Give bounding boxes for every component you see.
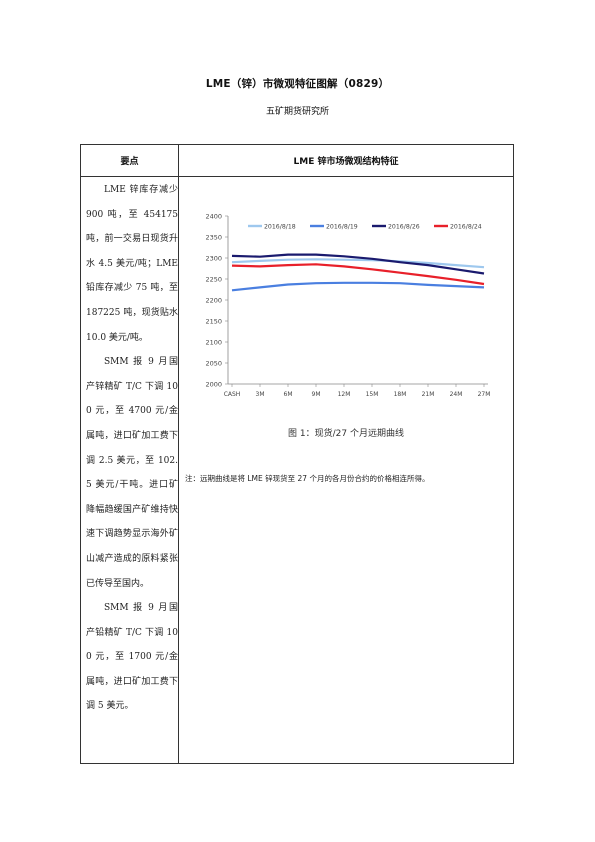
- paragraph-zinc-tc: SMM 报 9 月国产锌精矿 T/C 下调 100 元，至 4700 元/金属吨…: [86, 357, 178, 589]
- x-tick-label: CASH: [224, 391, 241, 398]
- y-tick-label: 2250: [205, 276, 222, 284]
- y-tick-label: 2400: [205, 213, 222, 221]
- column-divider: [178, 145, 179, 763]
- y-tick-label: 2150: [205, 318, 222, 326]
- series-line-3: [231, 253, 485, 275]
- y-tick-label: 2000: [205, 381, 222, 389]
- forward-curve-chart: 2000 2050 2100 2150 2200 2250 2300 2350 2400 CASH…: [188, 204, 498, 414]
- x-tick-label: 3M: [256, 391, 265, 398]
- table-header-row: [81, 145, 513, 177]
- content-table: 要点 LME 锌市场微观结构特征: [80, 144, 514, 764]
- series-line-1: [231, 258, 485, 269]
- x-tick-label: 21M: [422, 391, 435, 398]
- legend-label-4: 2016/8/24: [450, 224, 482, 231]
- x-tick-label: 24M: [450, 391, 463, 398]
- paragraph-inventory: LME 锌库存减少 900 吨，至 454175 吨，前一交易日现货升水 4.5…: [86, 185, 178, 343]
- key-points-column: LME 锌库存减少 900 吨，至 454175 吨，前一交易日现货升水 4.5…: [86, 178, 178, 719]
- x-tick-label: 12M: [338, 391, 351, 398]
- y-tick-label: 2300: [205, 255, 222, 263]
- figure-caption: 图 1：现货/27 个月远期曲线: [288, 429, 404, 439]
- legend-label-1: 2016/8/18: [264, 224, 296, 231]
- series-line-4: [231, 263, 485, 286]
- x-tick-label: 15M: [366, 391, 379, 398]
- y-tick-label: 2350: [205, 234, 222, 242]
- y-tick-label: 2200: [205, 297, 222, 305]
- chart-svg: 2000 2050 2100 2150 2200 2250 2300 2350 2400 CASH…: [205, 213, 491, 399]
- paragraph-lead-tc: SMM 报 9 月国产铅精矿 T/C 下调 100 元，至 1700 元/金属吨…: [86, 603, 178, 712]
- y-tick-label: 2050: [205, 360, 222, 368]
- header-market-structure: LME 锌市场微观结构特征: [293, 157, 399, 167]
- x-tick-label: 18M: [394, 391, 407, 398]
- legend-label-2: 2016/8/19: [326, 224, 358, 231]
- y-tick-label: 2100: [205, 339, 222, 347]
- x-tick-label: 27M: [478, 391, 491, 398]
- header-key-points: 要点: [120, 157, 139, 167]
- document-subtitle: 五矿期货研究所: [265, 107, 329, 117]
- document-title: LME（锌）市微观特征图解（0829）: [205, 78, 390, 90]
- legend-label-3: 2016/8/26: [388, 224, 420, 231]
- x-tick-label: 9M: [312, 391, 321, 398]
- x-tick-label: 6M: [284, 391, 293, 398]
- chart-note: 注：远期曲线是将 LME 锌现货至 27 个月的各月份合约的价格相连所得。: [185, 474, 430, 483]
- series-line-2: [231, 281, 485, 292]
